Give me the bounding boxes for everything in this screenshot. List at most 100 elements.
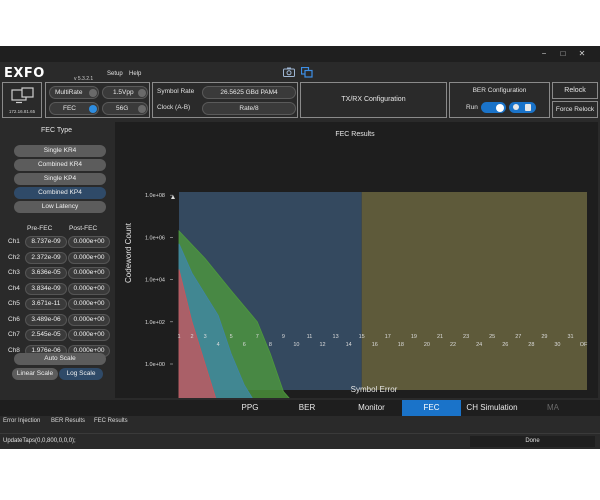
symbol-rate-box: Symbol Rate 26.5625 GBd PAM4 Clock (A-B)… — [152, 82, 298, 118]
channel-name: Ch6 — [8, 315, 20, 323]
log-scale-button[interactable]: Log Scale — [59, 368, 103, 380]
tab-ma: MA — [547, 403, 559, 412]
fec-indicator — [89, 105, 97, 113]
x-tick-label: 19 — [411, 334, 417, 340]
version-label: v 5.3.2.1 — [74, 76, 94, 82]
speed-field[interactable]: 56G — [102, 102, 148, 115]
x-tick-label: 29 — [541, 334, 547, 340]
uncorrectable-region — [361, 192, 587, 390]
channel-name: Ch7 — [8, 331, 20, 338]
close-button[interactable]: ✕ — [578, 49, 586, 58]
run-toggle-knob — [496, 103, 504, 112]
relock-button[interactable]: Relock — [552, 82, 598, 99]
clock-field[interactable]: Rate/8 — [202, 102, 296, 115]
fec-type-single-kr4[interactable]: Single KR4 — [14, 145, 106, 157]
tab-ppg[interactable]: PPG — [241, 403, 259, 412]
title-bar: − □ ✕ — [0, 46, 600, 62]
ber-option-dot-icon — [513, 104, 519, 110]
x-tick-label: 30 — [554, 342, 560, 348]
x-tick-label: 12 — [319, 342, 325, 348]
post-fec-value: 0.000e+00 — [68, 329, 110, 341]
pre-fec-header: Pre-FEC — [27, 225, 53, 232]
device-box[interactable]: 172.16.81.65 — [2, 82, 42, 118]
fec-type-combined-kr4[interactable]: Combined KR4 — [14, 159, 106, 171]
tab-fec[interactable]: FEC — [402, 400, 461, 416]
run-label: Run — [466, 104, 478, 111]
app-window: − □ ✕ EXFO v 5.3.2.1 Setup Help 172.16.8… — [0, 46, 600, 449]
channel-name: Ch1 — [8, 238, 20, 245]
y-tick-label: 1.0e+08 — [145, 193, 165, 199]
x-tick-label: 14 — [346, 342, 352, 348]
x-tick-label: 16 — [372, 342, 378, 348]
linear-scale-button[interactable]: Linear Scale — [12, 368, 58, 380]
channel-name: Ch8 — [8, 346, 20, 354]
run-toggle[interactable] — [481, 102, 506, 113]
subtab-error-injection[interactable]: Error Injection — [3, 418, 41, 424]
symbol-rate-field[interactable]: 26.5625 GBd PAM4 — [202, 86, 296, 99]
rate-fec-box: MultiRate 1.5Vpp FEC 56G — [45, 82, 150, 118]
y-tick-label: 1.0e+02 — [145, 320, 165, 326]
fec-toggle[interactable]: FEC — [49, 102, 99, 115]
symbol-rate-label: Symbol Rate — [157, 88, 195, 95]
channel-name: Ch5 — [8, 300, 20, 307]
channel-name: Ch3 — [8, 269, 20, 276]
multirate-toggle[interactable]: MultiRate — [49, 86, 99, 99]
txrx-configuration-button[interactable]: TX/RX Configuration — [300, 82, 447, 118]
speed-value: 56G — [116, 105, 129, 112]
fec-results-chart-panel: FEC Results 1.0e+08 1.0e+06 1.0e+04 1.0e+02… — [115, 122, 598, 407]
channel-name: Ch4 — [8, 284, 20, 292]
pre-fec-value: 3.834e-09 — [25, 282, 67, 295]
fec-type-title: FEC Type — [41, 127, 72, 134]
copy-windows-icon[interactable] — [301, 67, 313, 78]
x-tick-label: OF — [580, 342, 588, 348]
camera-icon[interactable] — [283, 67, 295, 77]
x-tick-label: 4 — [217, 342, 220, 348]
ber-options-toggle[interactable] — [509, 102, 536, 113]
x-tick-label: 2 — [191, 334, 194, 340]
maximize-button[interactable]: □ — [560, 49, 566, 58]
amplitude-field[interactable]: 1.5Vpp — [102, 86, 148, 99]
x-tick-label: 21 — [437, 334, 443, 340]
post-fec-value: 0.000e+00 — [68, 251, 110, 264]
subtab-fec-results[interactable]: FEC Results — [94, 418, 128, 424]
x-tick-label: 31 — [567, 334, 573, 340]
main-tabs: PPG BER Monitor FEC CH Simulation MA — [0, 400, 600, 416]
y-axis-arrow-icon — [171, 195, 175, 199]
status-state: Done — [470, 436, 595, 447]
x-tick-label: 9 — [282, 334, 285, 340]
fec-type-combined-kp4[interactable]: Combined KP4 — [14, 187, 106, 199]
chart-title: FEC Results — [335, 131, 375, 138]
x-tick-label: 15 — [359, 334, 365, 340]
force-relock-button[interactable]: Force Relock — [552, 101, 598, 118]
amplitude-value: 1.5Vpp — [113, 89, 134, 96]
fec-results-chart[interactable]: FEC Results 1.0e+08 1.0e+06 1.0e+04 1.0e+02… — [115, 122, 598, 407]
post-fec-value: 0.000e+00 — [68, 282, 110, 295]
speed-indicator — [138, 105, 146, 113]
fec-type-low-latency[interactable]: Low Latency — [14, 201, 106, 213]
x-tick-label: 1 — [177, 334, 180, 340]
fec-type-single-kp4[interactable]: Single KP4 — [14, 173, 106, 185]
tab-monitor[interactable]: Monitor — [358, 403, 385, 412]
pre-fec-value: 3.489e-06 — [25, 313, 67, 326]
y-tick-label: 1.0e+04 — [145, 278, 165, 284]
subtab-ber-results[interactable]: BER Results — [51, 418, 86, 424]
x-axis-label: Symbol Error — [351, 385, 398, 394]
x-tick-label: 11 — [307, 334, 313, 340]
tab-ber[interactable]: BER — [298, 403, 316, 412]
auto-scale-button[interactable]: Auto Scale — [14, 353, 106, 365]
post-fec-value: 0.000e+00 — [68, 267, 110, 279]
post-fec-value: 0.000e+00 — [68, 236, 110, 248]
tab-ch-simulation[interactable]: CH Simulation — [466, 403, 518, 412]
menu-setup[interactable]: Setup — [107, 71, 123, 77]
ber-configuration-label: BER Configuration — [472, 87, 527, 94]
status-bar: UpdateTaps(0,0,800,0,0,0); Done — [0, 433, 600, 449]
pre-fec-value: 2.545e-05 — [25, 329, 67, 341]
clock-label: Clock (A-B) — [157, 104, 191, 111]
minimize-button[interactable]: − — [541, 49, 547, 58]
amplitude-indicator — [138, 89, 146, 97]
menu-help[interactable]: Help — [129, 71, 142, 77]
multirate-label: MultiRate — [55, 89, 83, 96]
x-tick-label: 17 — [385, 334, 391, 340]
network-devices-icon — [11, 87, 34, 104]
x-tick-label: 13 — [333, 334, 339, 340]
